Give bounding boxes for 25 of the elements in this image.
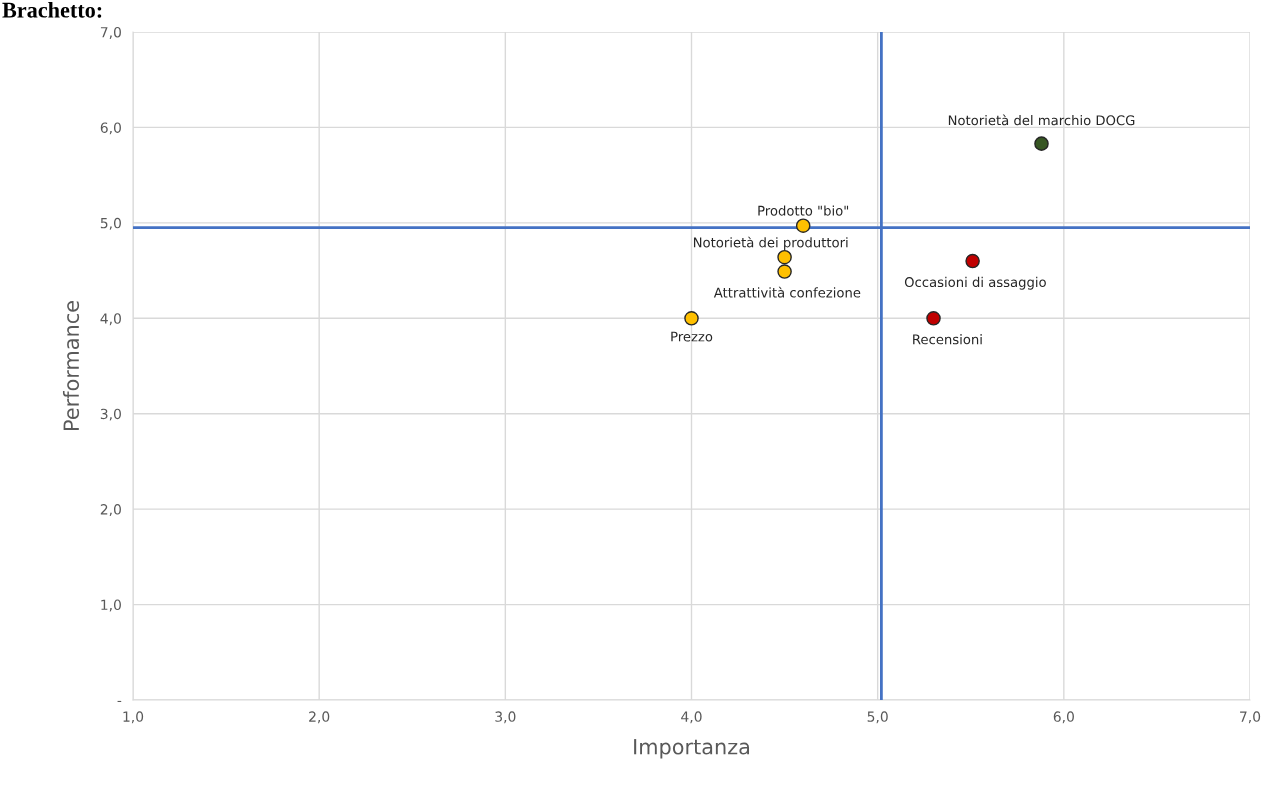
y-tick-label: 1,0: [101, 599, 121, 612]
annotation: Recensioni: [913, 334, 982, 345]
x-tick-label: 3,0: [495, 711, 516, 724]
x-axis-title: Importanza: [634, 739, 750, 759]
annotation: Occasioni di assaggio: [904, 276, 1046, 290]
annotation: Notorietà dei produttori: [693, 236, 848, 250]
x-tick-label: 6,0: [1053, 711, 1074, 724]
x-tick-label: 5,0: [867, 711, 888, 724]
y-tick-label: 5,0: [100, 217, 121, 230]
y-axis-title: Performance: [62, 301, 80, 430]
x-tick-label: 7,0: [1240, 711, 1261, 724]
x-tick-label: 4,0: [681, 711, 702, 724]
annotation: Notorietà del marchio DOCG: [948, 114, 1135, 126]
y-tick-label: 4,0: [100, 313, 121, 326]
chart-title: Brachetto:: [2, 2, 102, 18]
x-tick-label: 2,0: [309, 711, 330, 724]
y-tick-label: -: [117, 700, 122, 703]
x-tick-label: 1,0: [123, 711, 144, 724]
annotation: Prodotto "bio": [758, 205, 849, 216]
y-tick-label: 7,0: [100, 26, 121, 39]
y-tick-label: 6,0: [100, 122, 121, 135]
y-tick-label: 2,0: [100, 504, 121, 517]
annotation: Prezzo: [671, 331, 713, 342]
annotation: Attrattività confezione: [713, 286, 861, 298]
y-tick-label: 3,0: [100, 408, 121, 421]
